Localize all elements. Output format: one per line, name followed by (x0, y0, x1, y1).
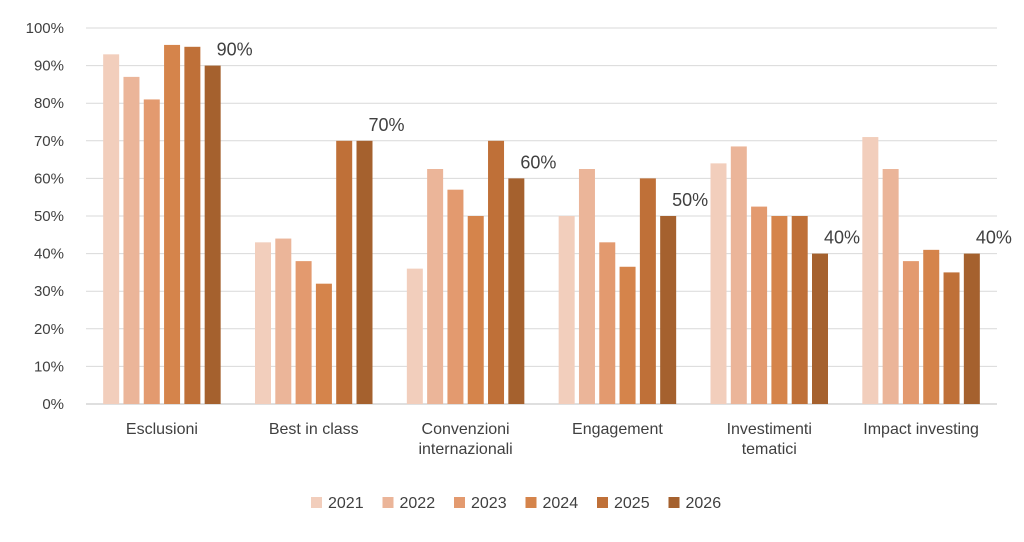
bar-2025-0 (184, 46, 201, 405)
bar-2024-5 (923, 249, 940, 404)
bar-2024-2 (467, 216, 484, 404)
bar-2021-0 (103, 54, 120, 404)
bar-2026-0 (204, 65, 221, 404)
y-tick-label: 0% (42, 396, 64, 413)
data-label: 40% (824, 228, 860, 248)
bar-2023-3 (599, 242, 616, 404)
legend-swatch-2023 (454, 497, 465, 508)
bar-2025-3 (639, 178, 656, 404)
bar-2025-4 (791, 216, 808, 404)
bar-2026-3 (660, 216, 677, 404)
x-category-label: Esclusioni (126, 421, 198, 438)
legend-label: 2022 (400, 495, 436, 512)
y-tick-label: 60% (34, 170, 64, 187)
legend-label: 2023 (471, 495, 507, 512)
x-category-label: Investimenti (727, 421, 812, 438)
bar-2024-3 (619, 266, 636, 404)
legend-label: 2025 (614, 495, 650, 512)
bar-2023-2 (447, 189, 464, 404)
bar-2023-5 (902, 261, 919, 404)
x-category-label: internazionali (418, 441, 512, 458)
bar-2023-1 (295, 261, 312, 404)
data-label: 50% (672, 190, 708, 210)
bar-2026-4 (812, 253, 828, 404)
bar-2021-4 (710, 163, 727, 404)
bar-2026-2 (508, 178, 525, 404)
x-category-label: Best in class (269, 421, 359, 438)
bar-2026-5 (963, 253, 980, 404)
bar-2023-0 (143, 99, 160, 404)
y-tick-label: 50% (34, 208, 64, 225)
legend-label: 2024 (543, 495, 579, 512)
y-tick-label: 40% (34, 246, 64, 263)
x-category-label: Engagement (572, 421, 663, 438)
data-label: 90% (217, 40, 253, 60)
y-tick-label: 70% (34, 133, 64, 150)
legend-label: 2021 (328, 495, 364, 512)
data-label: 40% (976, 228, 1012, 248)
legend-swatch-2026 (668, 497, 680, 508)
bar-2022-4 (730, 146, 747, 404)
y-tick-label: 10% (34, 358, 64, 375)
legend-swatch-2024 (525, 497, 537, 508)
bar-2022-2 (427, 169, 444, 404)
bar-2023-4 (751, 206, 768, 404)
bar-2021-1 (255, 242, 271, 404)
bar-2022-0 (123, 76, 140, 404)
y-tick-label: 100% (26, 20, 64, 37)
y-tick-label: 80% (34, 95, 64, 112)
legend-swatch-2021 (311, 497, 322, 508)
data-label: 60% (520, 152, 556, 172)
bar-2025-2 (488, 140, 505, 405)
bar-2022-5 (882, 169, 899, 404)
legend-swatch-2022 (382, 497, 394, 508)
data-label: 70% (368, 115, 404, 135)
x-category-label: Impact investing (863, 421, 979, 438)
bar-2024-0 (164, 44, 181, 405)
y-tick-label: 30% (34, 283, 64, 300)
legend-label: 2026 (686, 495, 722, 512)
legend-swatch-2025 (597, 497, 608, 508)
bar-2021-3 (558, 216, 575, 404)
bar-2024-4 (771, 216, 788, 404)
y-tick-label: 90% (34, 58, 64, 75)
y-tick-label: 20% (34, 321, 64, 338)
bar-2022-3 (578, 169, 595, 404)
x-category-label: tematici (742, 441, 797, 458)
bar-2025-1 (336, 140, 353, 405)
bar-2025-5 (943, 272, 960, 404)
bar-2026-1 (356, 140, 373, 405)
x-category-label: Convenzioni (422, 421, 510, 438)
bar-2024-1 (315, 283, 332, 404)
bar-2021-2 (406, 268, 423, 404)
bar-2022-1 (275, 238, 292, 404)
bar-2021-5 (862, 137, 879, 405)
